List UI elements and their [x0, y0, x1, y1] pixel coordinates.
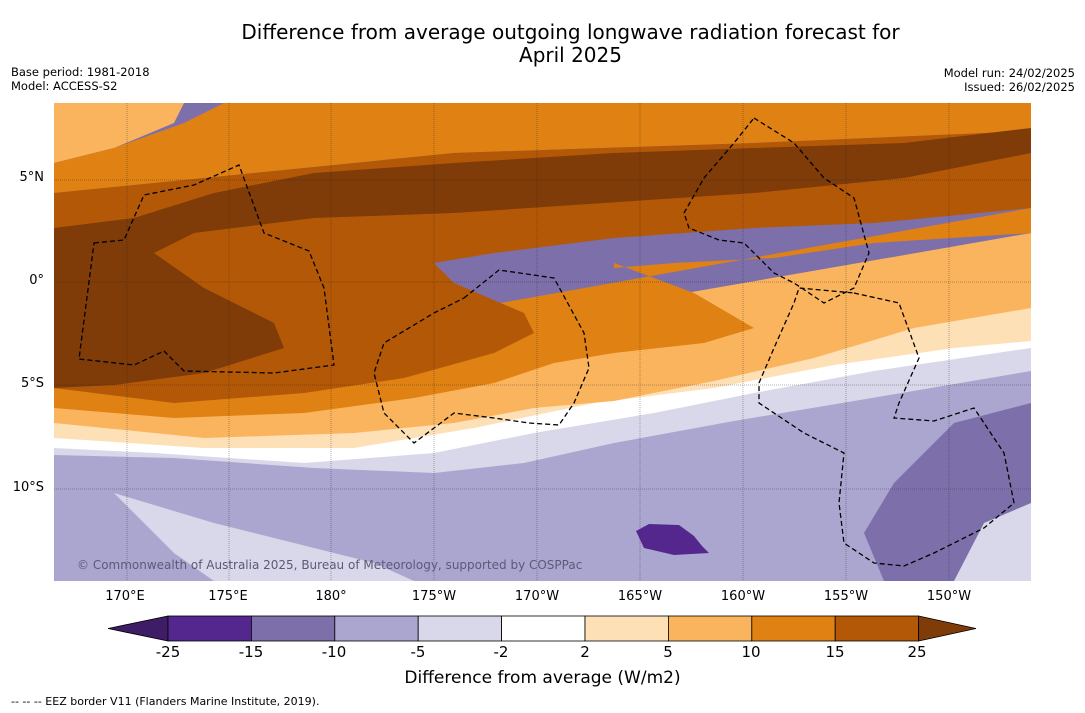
lon-label-175w: 175°W [411, 589, 457, 604]
lon-label-180: 180° [315, 589, 347, 604]
eez-borders [78, 117, 1015, 567]
band-purple-pale-sw [114, 493, 414, 581]
colorbar-title: Difference from average (W/m2) [404, 668, 681, 688]
colorbar-tick-5: -2 [493, 643, 509, 661]
colorbar-seg-5 [501, 615, 586, 642]
meta-right: Model run: 24/02/2025 Issued: 26/02/2025 [944, 66, 1075, 94]
eez-kiribati-phoenix [373, 269, 590, 444]
eez-legend-note: -- -- -- EEZ border V11 (Flanders Marine… [11, 695, 320, 708]
title-line-2: April 2025 [519, 43, 622, 67]
base-period: Base period: 1981-2018 [11, 65, 150, 79]
model-name: Model: ACCESS-S2 [11, 79, 118, 93]
colorbar-tick-7: 5 [663, 643, 673, 661]
map-svg [54, 103, 1031, 581]
colorbar-extend-high [918, 615, 977, 642]
map-title: Difference from average outgoing longwav… [0, 21, 1085, 67]
lat-label-5s: 5°S [20, 376, 44, 391]
lon-label-165w: 165°W [617, 589, 663, 604]
title-line-1: Difference from average outgoing longwav… [241, 20, 900, 44]
colorbar-seg-9 [834, 615, 920, 642]
colorbar-seg-2 [250, 615, 336, 642]
meta-left: Base period: 1981-2018 Model: ACCESS-S2 [11, 65, 150, 93]
issued-date: Issued: 26/02/2025 [964, 80, 1075, 94]
lon-label-155w: 155°W [823, 589, 869, 604]
strong-negative-patch [636, 524, 709, 555]
colorbar-tick-9: 15 [825, 643, 845, 661]
band-orange-north [54, 103, 1031, 193]
colorbar-tick-10: 25 [907, 643, 927, 661]
colorbar [108, 615, 977, 642]
copyright-credit: © Commonwealth of Australia 2025, Bureau… [77, 558, 583, 572]
colorbar-seg-7 [668, 615, 753, 642]
graticule [54, 103, 1031, 581]
band-brown [54, 128, 1031, 388]
colorbar-seg-6 [584, 615, 669, 642]
colorbar-extend-low [108, 615, 169, 642]
eez-kiribati-gilberts [78, 164, 335, 374]
colorbar-seg-1 [167, 615, 252, 642]
eez-central [758, 287, 1015, 567]
colorbar-tick-8: 10 [741, 643, 761, 661]
colorbar-seg-8 [751, 615, 836, 642]
colorbar-tick-2: -15 [238, 643, 264, 661]
eez-kiribati-line [683, 117, 870, 304]
band-purple-pale-se [954, 503, 1031, 581]
lon-label-160w: 160°W [720, 589, 766, 604]
colorbar-tick-4: -5 [410, 643, 426, 661]
colorbar-tick-1: -25 [155, 643, 181, 661]
lon-label-175e: 175°E [208, 589, 248, 604]
model-run: Model run: 24/02/2025 [943, 66, 1075, 80]
lat-label-10s: 10°S [12, 480, 44, 495]
colorbar-seg-4 [417, 615, 503, 642]
lon-label-170w: 170°W [514, 589, 560, 604]
colorbar-tick-3: -10 [321, 643, 347, 661]
lon-label-150w: 150°W [926, 589, 972, 604]
band-orange-light-nw [54, 103, 184, 163]
anomaly-map [54, 103, 1031, 581]
lat-label-0: 0° [29, 273, 44, 288]
colorbar-seg-3 [334, 615, 419, 642]
lon-label-170e: 170°E [105, 589, 145, 604]
lat-label-5n: 5°N [19, 170, 45, 185]
colorbar-tick-6: 2 [580, 643, 590, 661]
